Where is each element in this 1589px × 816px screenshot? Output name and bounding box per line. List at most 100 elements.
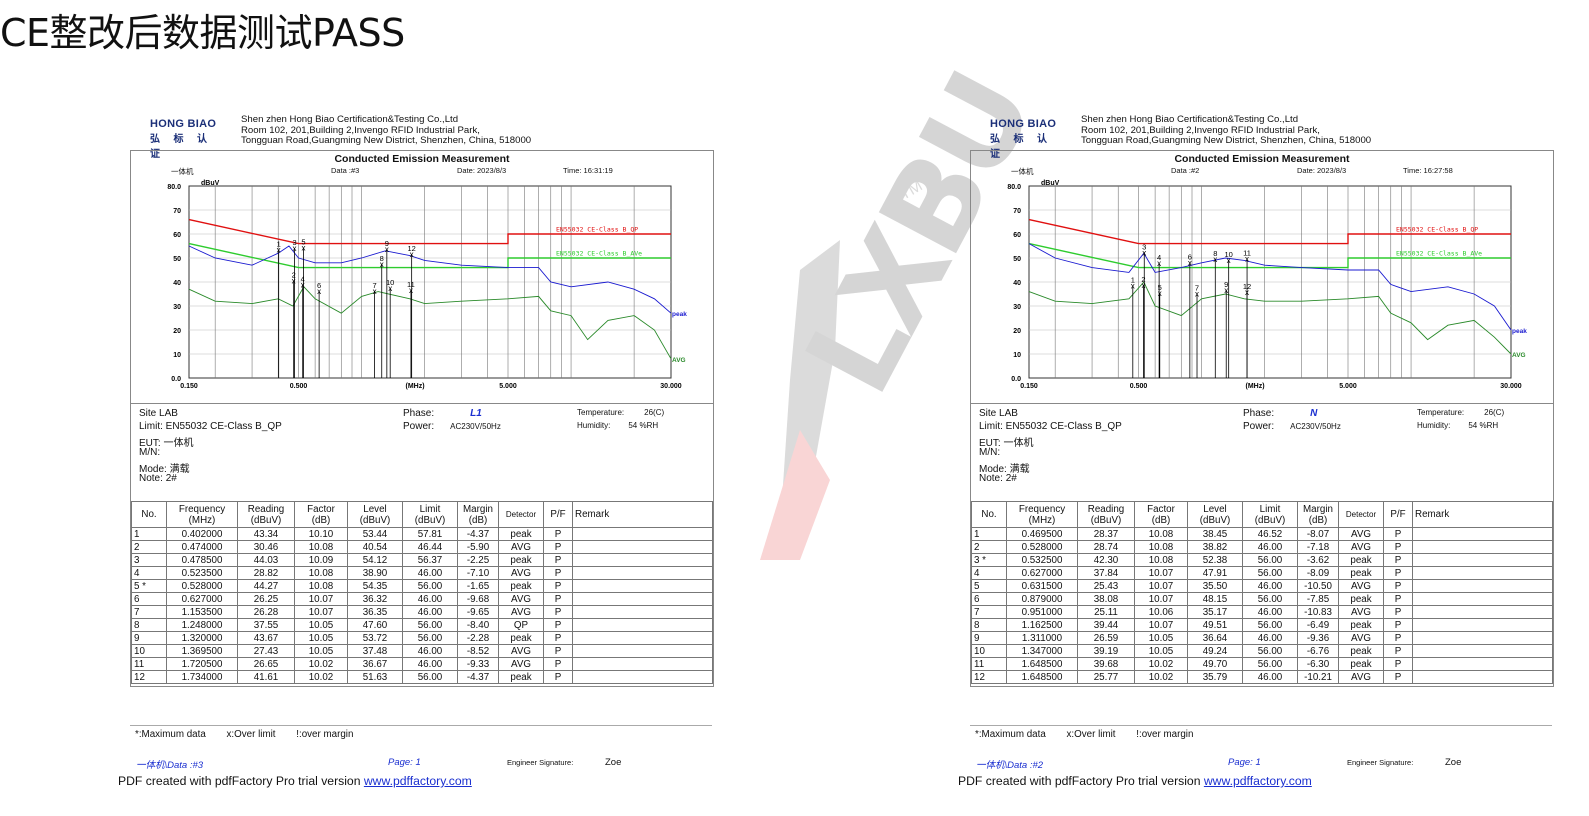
- table-cell: 43.34: [237, 527, 295, 541]
- table-cell: 56.00: [1242, 592, 1298, 606]
- table-row: 8 1.248000 37.55 10.05 47.60 56.00 -8.40 QP P: [131, 618, 713, 632]
- table-cell: 0.879000: [1006, 592, 1078, 606]
- table-cell: 10: [971, 644, 1007, 658]
- table-cell: 1.311000: [1006, 631, 1078, 645]
- table-cell: [572, 618, 713, 632]
- table-cell: 56.00: [1242, 644, 1298, 658]
- series-line: [188, 245, 672, 314]
- column-header: Detector: [498, 501, 544, 528]
- column-header: Factor (dB): [294, 501, 348, 528]
- address-line: Shen zhen Hong Biao Certification&Testin…: [241, 114, 459, 125]
- site: Site LAB: [979, 408, 1018, 419]
- marker-x: x: [292, 277, 296, 286]
- note-label: Note:: [139, 473, 163, 484]
- marker-label: 11: [1243, 249, 1251, 258]
- table-cell: 56.00: [402, 579, 458, 593]
- note-label: Note:: [979, 473, 1003, 484]
- table-cell: 10.06: [1134, 605, 1188, 619]
- legend-over-margin: !:over margin: [296, 729, 354, 740]
- table-header-row: No. Frequency (MHz) Reading (dBuV) Factor (…: [131, 501, 713, 528]
- marker-label: 9: [385, 239, 389, 248]
- legend-divider: [130, 725, 712, 726]
- table-cell: 49.24: [1187, 644, 1243, 658]
- marker-x: x: [1142, 248, 1146, 257]
- mode-row: Mode: 满载: [139, 460, 190, 475]
- table-cell: 56.00: [1242, 657, 1298, 671]
- table-cell: 30.46: [237, 540, 295, 554]
- table-cell: 0.528000: [166, 579, 238, 593]
- table-row: 12 1.648500 25.77 10.02 35.79 46.00 -10.21 AVG P: [971, 670, 1553, 684]
- report-header: HONG BIAO 弘 标 认 证 Shen zhen Hong Biao Ce…: [990, 114, 1550, 160]
- table-cell: 52.38: [1187, 553, 1243, 567]
- marker-x: x: [1245, 255, 1249, 264]
- table-cell: 53.44: [347, 527, 403, 541]
- table-cell: [1412, 553, 1553, 567]
- marker-label: 4: [1157, 253, 1161, 262]
- table-cell: 10.07: [1134, 592, 1188, 606]
- address-line: Tongguan Road,Guangming New District, Sh…: [241, 135, 532, 147]
- table-cell: 1.648500: [1006, 657, 1078, 671]
- table-cell: 39.68: [1077, 657, 1135, 671]
- table-cell: P: [1383, 605, 1413, 619]
- x-tick-label: 0.150: [1020, 383, 1038, 390]
- marker-label: 6: [317, 281, 321, 290]
- pdffactory-link[interactable]: www.pdffactory.com: [363, 774, 472, 788]
- table-cell: P: [543, 644, 573, 658]
- measurement-table: No. Frequency (MHz) Reading (dBuV) Factor (…: [971, 501, 1553, 684]
- table-cell: 36.67: [347, 657, 403, 671]
- pdffactory-link[interactable]: www.pdffactory.com: [1203, 774, 1312, 788]
- table-cell: -6.76: [1297, 644, 1339, 658]
- table-cell: AVG: [498, 540, 544, 554]
- note-row: Note: 2#: [139, 473, 177, 484]
- ave-limit-label: EN55032 CE-Class B_AVe: [556, 250, 642, 258]
- table-row: 7 0.951000 25.11 10.06 35.17 46.00 -10.83 AVG P: [971, 605, 1553, 619]
- marker-label: 7: [1195, 284, 1199, 293]
- test-info: Site LAB Limit: EN55032 CE-Class B_QP EU…: [971, 403, 1553, 502]
- table-row: 6 0.627000 26.25 10.07 36.32 46.00 -9.68 AVG P: [131, 592, 713, 606]
- table-cell: 38.90: [347, 566, 403, 580]
- chart-heading: Conducted Emission Measurement: [334, 153, 510, 165]
- marker-label: 9: [1224, 280, 1228, 289]
- y-axis-label: dBuV: [1041, 180, 1060, 187]
- power-value: AC230V/50Hz: [1290, 422, 1341, 431]
- table-cell: 46.44: [402, 540, 458, 554]
- mode-row: Mode: 满载: [979, 460, 1030, 475]
- table-cell: 41.61: [237, 670, 295, 684]
- footer-file: 一体机\Data :#3: [136, 760, 204, 771]
- table-cell: 1.248000: [166, 618, 238, 632]
- marker-x: x: [1227, 256, 1231, 265]
- humidity-row: Humidity: 54 %RH: [577, 421, 658, 430]
- table-cell: AVG: [498, 592, 544, 606]
- humidity-label: Humidity:: [577, 421, 611, 430]
- table-cell: 10.08: [1134, 527, 1188, 541]
- table-cell: 56.00: [1242, 618, 1298, 632]
- table-cell: 44.03: [237, 553, 295, 567]
- table-cell: 10.02: [294, 657, 348, 671]
- signature-label: Engineer Signature:: [507, 758, 574, 767]
- eut-value: 一体机: [1003, 438, 1034, 449]
- table-cell: -10.21: [1297, 670, 1339, 684]
- table-cell: [572, 553, 713, 567]
- footer-page: Page: 1: [1228, 757, 1261, 768]
- table-cell: 10.08: [294, 579, 348, 593]
- table-cell: 0.951000: [1006, 605, 1078, 619]
- table-cell: 10.08: [294, 540, 348, 554]
- y-tick-label: 10: [1013, 352, 1021, 359]
- pdf-note-text: PDF created with pdfFactory Pro trial ve…: [958, 774, 1204, 788]
- table-cell: AVG: [1338, 670, 1384, 684]
- table-cell: 56.37: [402, 553, 458, 567]
- column-header: Limit (dBuV): [402, 501, 458, 528]
- y-tick-label: 80.0: [167, 184, 181, 191]
- peak-trace-label: peak: [672, 311, 687, 318]
- table-cell: 0.627000: [1006, 566, 1078, 580]
- table-cell: P: [1383, 553, 1413, 567]
- mn-row: M/N:: [979, 447, 1001, 458]
- table-cell: [1412, 644, 1553, 658]
- table-cell: 26.59: [1077, 631, 1135, 645]
- table-cell: 0.627000: [166, 592, 238, 606]
- power-label: Power:: [403, 421, 435, 432]
- marker-x: x: [317, 287, 321, 296]
- measurement-table: No. Frequency (MHz) Reading (dBuV) Factor (…: [131, 501, 713, 684]
- table-cell: peak: [498, 553, 544, 567]
- marker-label: 2: [1141, 275, 1145, 284]
